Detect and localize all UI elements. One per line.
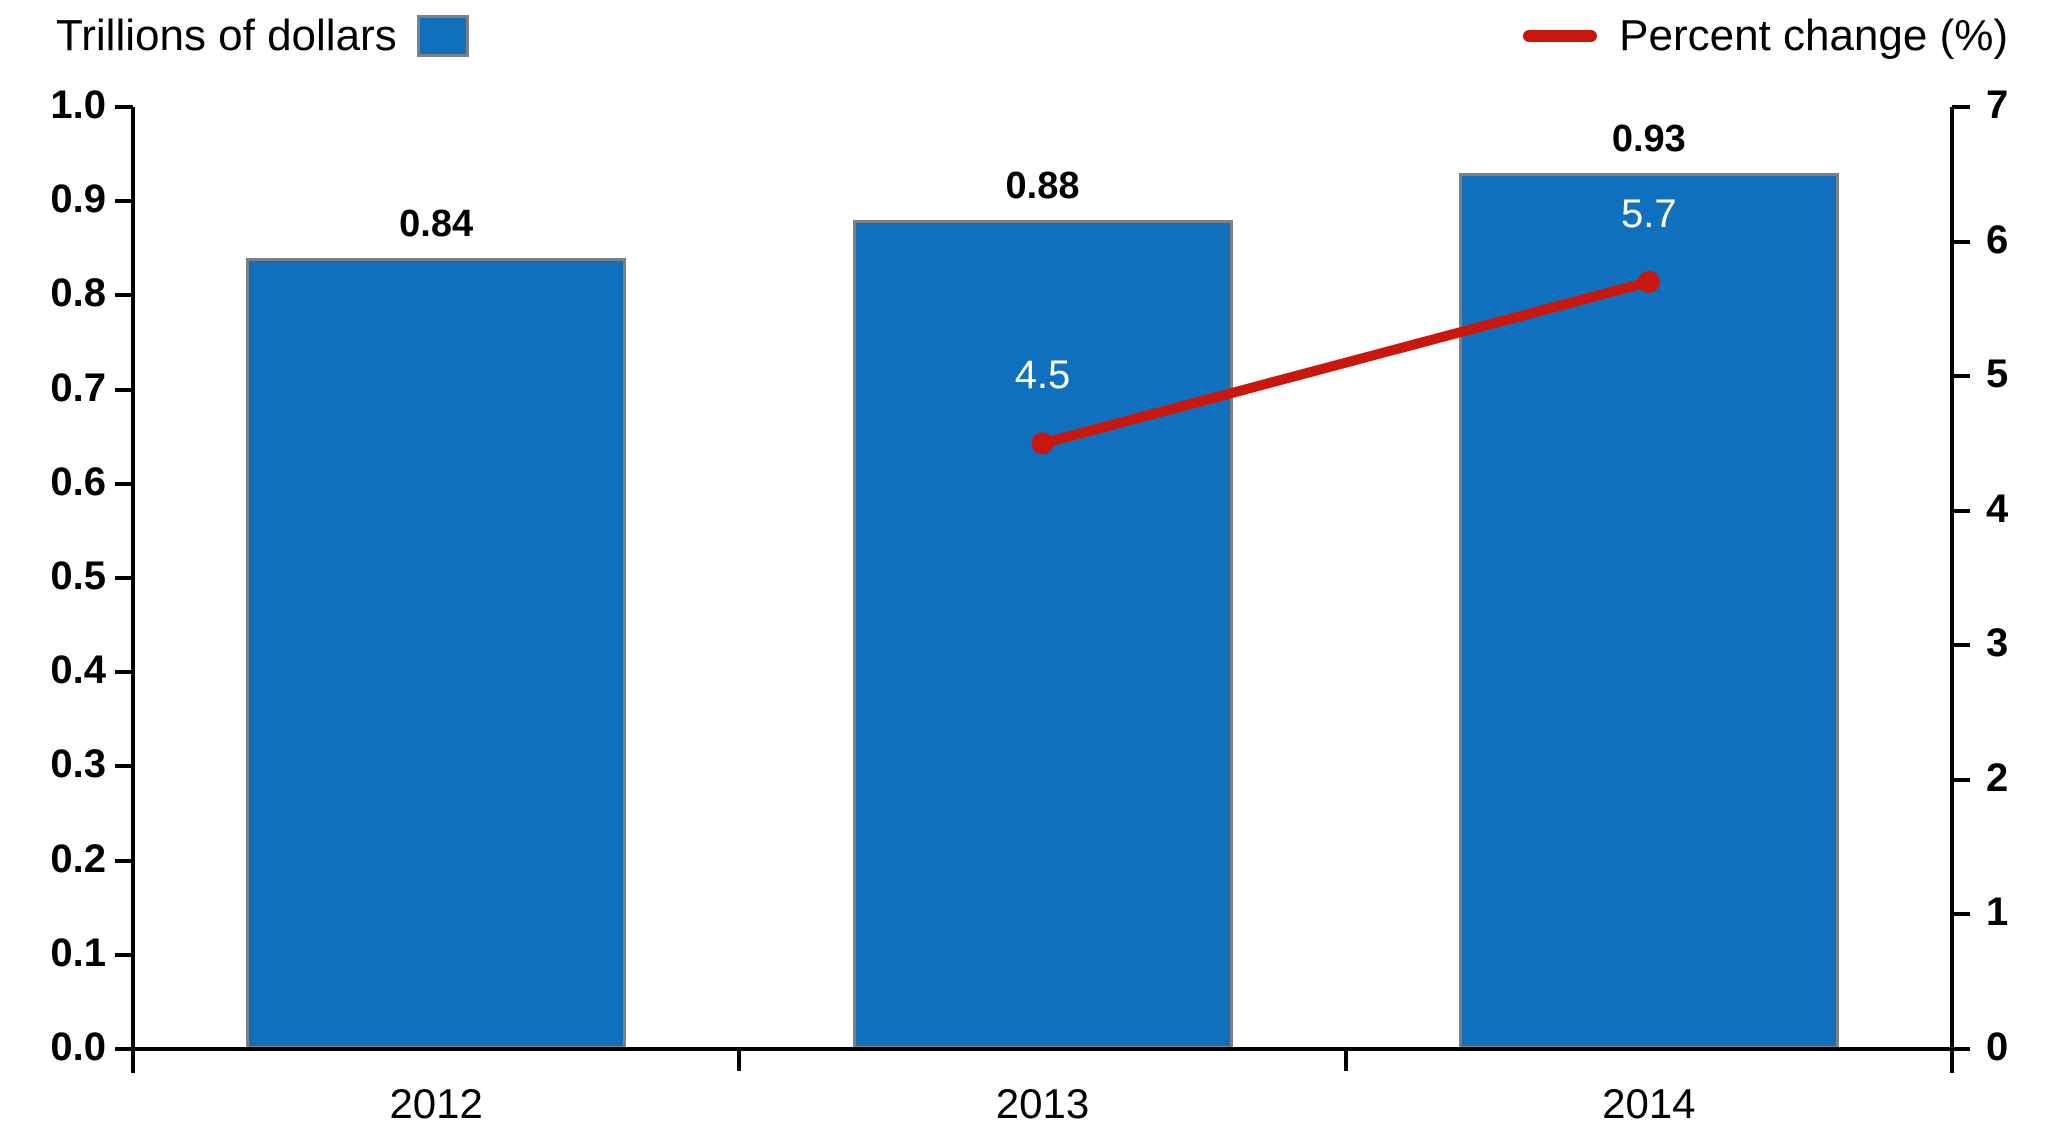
x-tick	[1343, 1049, 1348, 1071]
y-left-tick	[115, 481, 133, 486]
y-right-tick	[1952, 777, 1970, 782]
y-left-tick-label: 0.6	[50, 459, 106, 504]
legend-bars-label: Trillions of dollars	[56, 11, 397, 60]
y-left-tick-label: 0.4	[50, 648, 106, 693]
bar-2012	[246, 257, 627, 1049]
y-left-tick	[115, 764, 133, 769]
y-left-tick-label: 0.8	[50, 271, 106, 316]
bar-value-label: 0.93	[1611, 117, 1686, 160]
y-right-tick	[1952, 912, 1970, 917]
y-right-tick	[1952, 1047, 1970, 1051]
y-right-tick	[1952, 643, 1970, 648]
legend-line: Percent change (%)	[1523, 6, 2008, 66]
y-left-tick	[115, 1047, 133, 1051]
y-right-tick-label: 6	[1986, 217, 2009, 262]
x-tick	[131, 1049, 135, 1071]
bar-legend-swatch-icon	[416, 15, 469, 57]
y-left-tick	[115, 387, 133, 392]
y-left-tick-label: 0.2	[50, 836, 106, 881]
y-left-tick	[115, 952, 133, 957]
y-right-tick-label: 7	[1986, 83, 2009, 127]
bar-value-label: 0.88	[1005, 165, 1080, 208]
y-left-tick	[115, 293, 133, 298]
line-legend-swatch-icon	[1523, 30, 1598, 42]
bar-value-label: 0.84	[399, 202, 474, 245]
legend-line-label: Percent change (%)	[1619, 11, 2008, 60]
y-left-tick	[115, 670, 133, 675]
x-tick	[1950, 1049, 1954, 1071]
y-left-tick	[115, 576, 133, 580]
y-left-tick-label: 0.3	[50, 742, 106, 787]
y-right-tick	[1952, 105, 1970, 109]
trend-point-label: 5.7	[1621, 191, 1677, 236]
x-category-label: 2013	[995, 1080, 1090, 1127]
y-right-axis-line	[1950, 107, 1954, 1073]
legend-bars: Trillions of dollars	[56, 6, 469, 66]
y-right-tick-label: 0	[1986, 1025, 2009, 1069]
y-right-tick-label: 4	[1986, 486, 2009, 531]
y-right-tick-label: 2	[1986, 755, 2009, 800]
y-right-tick-label: 5	[1986, 352, 2009, 397]
y-right-tick	[1952, 239, 1970, 244]
y-left-tick-label: 0.0	[50, 1025, 106, 1069]
trend-point	[1637, 270, 1660, 293]
trend-line	[1037, 276, 1654, 449]
y-left-tick	[115, 858, 133, 863]
x-category-label: 2014	[1602, 1080, 1696, 1127]
x-category-label: 2012	[389, 1080, 483, 1127]
y-left-tick	[115, 105, 133, 109]
bar-2013	[852, 220, 1233, 1049]
y-left-tick	[115, 199, 133, 204]
y-right-tick-label: 3	[1986, 621, 2009, 666]
y-right-tick-label: 1	[1986, 890, 2009, 935]
trend-point	[1031, 432, 1054, 455]
y-left-tick-label: 0.1	[50, 930, 106, 975]
y-right-tick	[1952, 508, 1970, 513]
trend-point-label: 4.5	[1014, 353, 1071, 398]
y-left-axis-line	[131, 107, 135, 1073]
y-left-tick-label: 0.7	[50, 365, 106, 410]
y-left-tick-label: 1.0	[50, 83, 106, 127]
x-tick	[737, 1049, 742, 1071]
y-right-tick	[1952, 374, 1970, 379]
y-left-tick-label: 0.5	[50, 554, 106, 598]
y-left-tick-label: 0.9	[50, 177, 106, 222]
x-axis-line	[131, 1047, 1954, 1051]
